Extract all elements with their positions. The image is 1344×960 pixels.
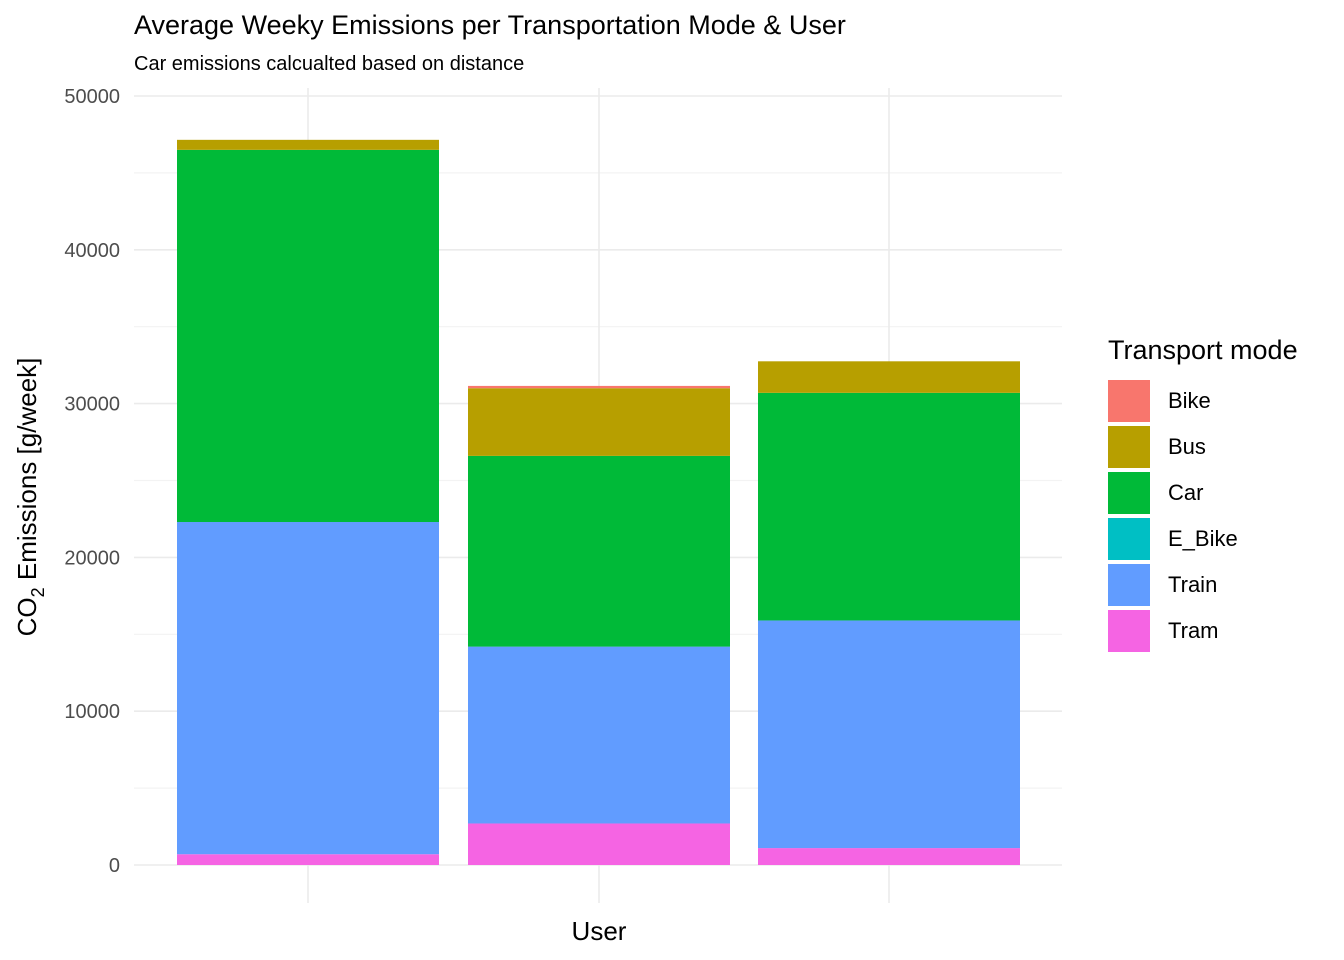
- legend-label: Bus: [1168, 434, 1206, 459]
- legend-key: [1108, 426, 1150, 468]
- bar-bus-user-1: [177, 139, 439, 150]
- y-tick-label: 40000: [64, 240, 120, 262]
- y-tick-label: 10000: [64, 701, 120, 723]
- bar-tram-user-2: [468, 823, 730, 865]
- bar-car-user-3: [758, 392, 1020, 621]
- legend-key: [1108, 564, 1150, 606]
- bar-bus-user-2: [468, 388, 730, 456]
- legend-items: Bike Bus Car E_Bike Train Tram: [1108, 378, 1298, 654]
- y-axis-title-rest: Emissions [g/week]: [12, 358, 42, 588]
- legend-key: [1108, 610, 1150, 652]
- y-tick-labels: 0 10000 20000 30000 40000 50000: [64, 86, 120, 877]
- legend-label: Train: [1168, 572, 1218, 597]
- chart-title: Average Weeky Emissions per Transportati…: [134, 10, 846, 40]
- legend-key: [1108, 380, 1150, 422]
- legend-item-bus: Bus: [1108, 424, 1298, 470]
- legend-title: Transport mode: [1108, 335, 1298, 365]
- y-tick-label: 30000: [64, 394, 120, 416]
- chart-subtitle: Car emissions calcualted based on distan…: [134, 53, 525, 75]
- y-tick-label: 20000: [64, 547, 120, 569]
- legend-item-bike: Bike: [1108, 378, 1298, 424]
- legend-item-train: Train: [1108, 562, 1298, 608]
- legend-label: E_Bike: [1168, 526, 1238, 551]
- y-tick-label: 0: [109, 855, 120, 877]
- x-axis-title: User: [572, 916, 627, 946]
- bar-car-user-2: [468, 455, 730, 647]
- bar-bike-user-2: [468, 385, 730, 389]
- legend-label: Car: [1168, 480, 1204, 505]
- legend-item-tram: Tram: [1108, 608, 1298, 654]
- bar-car-user-1: [177, 149, 439, 523]
- y-axis-title-main: CO: [12, 597, 42, 636]
- legend-label: Bike: [1168, 388, 1211, 413]
- bar-tram-user-3: [758, 848, 1020, 865]
- legend-label: Tram: [1168, 618, 1219, 643]
- legend-item-car: Car: [1108, 470, 1298, 516]
- legend-key: [1108, 518, 1150, 560]
- bar-tram-user-1: [177, 854, 439, 865]
- y-axis-title-subscript: 2: [28, 587, 48, 597]
- bar-bus-user-3: [758, 361, 1020, 393]
- bar-train-user-2: [468, 646, 730, 824]
- legend-key: [1108, 472, 1150, 514]
- legend-item-e-bike: E_Bike: [1108, 516, 1298, 562]
- bar-train-user-3: [758, 620, 1020, 849]
- bars-layer: [177, 139, 1020, 865]
- y-tick-label: 50000: [64, 86, 120, 108]
- bar-train-user-1: [177, 522, 439, 855]
- legend: Transport mode Bike Bus Car E_Bike Train Tram: [1108, 335, 1298, 654]
- y-axis-title: CO2 Emissions [g/week]: [12, 358, 48, 637]
